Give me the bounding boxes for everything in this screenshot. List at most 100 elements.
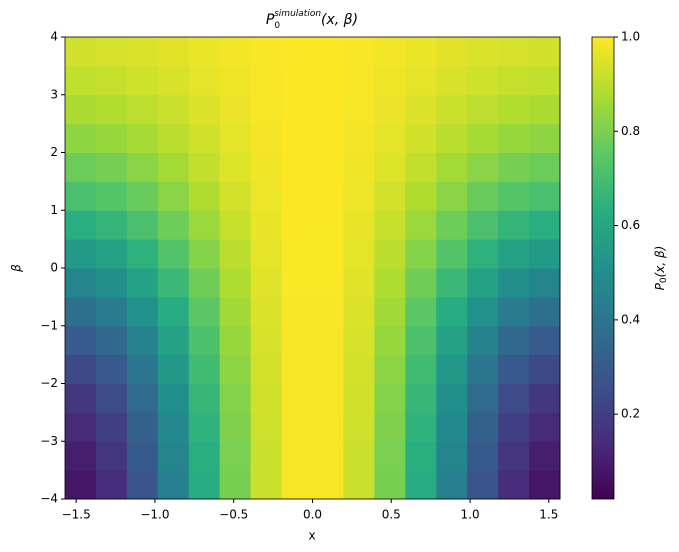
heatmap-cell: [436, 296, 468, 327]
heatmap-cell: [219, 65, 252, 96]
heatmap-cell: [188, 325, 221, 356]
heatmap-cell: [343, 181, 375, 211]
heatmap-cell: [219, 210, 252, 240]
heatmap-cell: [467, 412, 499, 442]
heatmap-cell: [529, 296, 561, 327]
heatmap-cell: [498, 65, 530, 96]
heatmap-cell: [467, 354, 499, 384]
heatmap-cell: [498, 152, 530, 182]
heatmap-cell: [219, 325, 252, 356]
heatmap-cell: [436, 94, 468, 125]
heatmap-cell: [529, 268, 561, 298]
heatmap-cell: [436, 181, 468, 211]
heatmap-cell: [281, 94, 313, 125]
heatmap-cell: [374, 37, 406, 67]
x-tick-label: 0.0: [303, 508, 322, 522]
heatmap-cell: [95, 181, 128, 211]
x-tick-label: 0.5: [382, 508, 401, 522]
heatmap-cell: [95, 325, 128, 356]
heatmap-cell: [374, 325, 406, 356]
heatmap-cell: [65, 441, 97, 471]
heatmap-cell: [405, 412, 437, 442]
heatmap-cell: [157, 268, 190, 298]
heatmap-cell: [95, 383, 128, 413]
heatmap-cell: [250, 181, 283, 211]
heatmap-cell: [436, 383, 468, 413]
heatmap-cell: [250, 325, 283, 356]
heatmap-cell: [498, 37, 530, 67]
heatmap-cell: [188, 37, 221, 67]
colorbar-tick-label: 1.0: [621, 30, 640, 44]
heatmap-cell: [374, 296, 406, 327]
heatmap-cell: [281, 181, 313, 211]
heatmap-cell: [374, 152, 406, 182]
heatmap-cell: [95, 412, 128, 442]
heatmap-cell: [157, 152, 190, 182]
heatmap-cell: [343, 268, 375, 298]
heatmap-cell: [219, 412, 252, 442]
heatmap-cell: [219, 123, 252, 153]
heatmap-cell: [95, 37, 128, 67]
heatmap-cell: [498, 268, 530, 298]
heatmap-cell: [374, 181, 406, 211]
heatmap-cell: [405, 383, 437, 413]
heatmap-cell: [312, 412, 344, 442]
heatmap-cell: [312, 123, 344, 153]
heatmap-cell: [250, 412, 283, 442]
heatmap-cell: [343, 65, 375, 96]
heatmap-cell: [343, 354, 375, 384]
heatmap-cell: [126, 239, 159, 269]
heatmap-cell: [343, 383, 375, 413]
heatmap-cell: [126, 37, 159, 67]
y-tick-label: 0: [50, 261, 58, 275]
colorbar: [591, 36, 615, 500]
heatmap-cell: [65, 354, 97, 384]
heatmap-cell: [374, 441, 406, 471]
heatmap-cell: [250, 94, 283, 125]
heatmap-cell: [467, 181, 499, 211]
heatmap-cell: [219, 470, 252, 500]
y-tick-label: 3: [50, 87, 58, 101]
heatmap-cell: [281, 65, 313, 96]
heatmap-cell: [188, 94, 221, 125]
heatmap-cell: [188, 210, 221, 240]
heatmap-cell: [250, 210, 283, 240]
colorbar-tick-label: 0.2: [621, 407, 640, 421]
heatmap-cell: [281, 412, 313, 442]
heatmap-cell: [312, 268, 344, 298]
heatmap-cell: [467, 37, 499, 67]
heatmap-cell: [157, 383, 190, 413]
heatmap-cell: [374, 383, 406, 413]
heatmap-cell: [405, 296, 437, 327]
heatmap-cell: [467, 123, 499, 153]
heatmap-cell: [281, 152, 313, 182]
heatmap-cell: [250, 296, 283, 327]
colorbar-tick-label: 0.8: [621, 124, 640, 138]
heatmap-cell: [219, 181, 252, 211]
heatmap-cell: [405, 65, 437, 96]
heatmap-cell: [467, 152, 499, 182]
heatmap-cell: [250, 354, 283, 384]
x-tick-label: 1.0: [461, 508, 480, 522]
heatmap-cell: [126, 123, 159, 153]
heatmap-cell: [529, 65, 561, 96]
heatmap-cell: [219, 152, 252, 182]
heatmap-cell: [157, 470, 190, 500]
heatmap-cell: [126, 152, 159, 182]
heatmap-cell: [498, 94, 530, 125]
heatmap-cell: [312, 325, 344, 356]
heatmap-cell: [343, 441, 375, 471]
heatmap-cell: [405, 239, 437, 269]
heatmap-cell: [498, 210, 530, 240]
heatmap-cell: [467, 94, 499, 125]
heatmap-cell: [498, 325, 530, 356]
heatmap-cell: [374, 65, 406, 96]
heatmap-cell: [65, 123, 97, 153]
heatmap-cell: [436, 268, 468, 298]
heatmap-cell: [188, 123, 221, 153]
heatmap-cell: [312, 181, 344, 211]
heatmap-cell: [219, 37, 252, 67]
heatmap-cell: [312, 65, 344, 96]
heatmap-cell: [374, 354, 406, 384]
heatmap-cell: [343, 123, 375, 153]
